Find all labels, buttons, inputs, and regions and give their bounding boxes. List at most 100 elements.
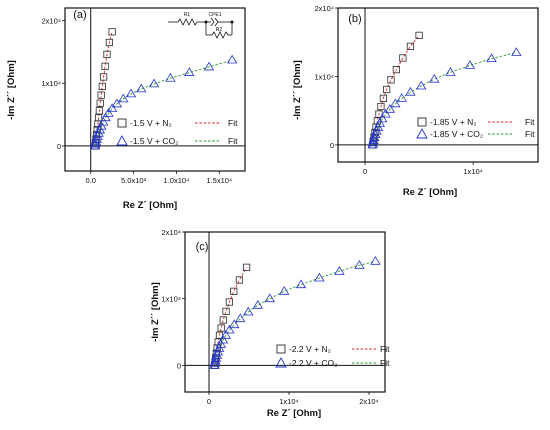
data-point <box>210 355 221 365</box>
x-axis-label: Re Z´ [Ohm] <box>267 408 321 419</box>
series-co2 <box>367 47 522 149</box>
legend-square-marker <box>417 117 427 127</box>
data-point <box>399 54 407 62</box>
data-point <box>383 85 391 94</box>
data-point <box>406 42 415 50</box>
data-point <box>377 102 385 111</box>
plot-frame <box>64 7 246 172</box>
chart-panel-2: 0 1x10⁴ 0 1x10⁴ 2x10⁴ Re Z´ [Ohm] -Im Z´´ [Ohm… <box>292 4 539 198</box>
data-point <box>225 298 233 306</box>
series-n2 <box>210 263 251 369</box>
data-point <box>226 54 238 64</box>
data-point <box>415 31 423 39</box>
y-tick-label: 2x10⁴ <box>42 17 62 26</box>
data-point <box>95 114 103 122</box>
data-point <box>98 82 106 90</box>
fit-line <box>372 52 517 145</box>
x-tick-label: 2x10⁴ <box>359 397 379 406</box>
data-point <box>203 61 215 71</box>
data-point <box>111 98 123 108</box>
data-point <box>96 99 104 107</box>
data-point <box>511 47 522 56</box>
data-point <box>384 104 396 113</box>
series-co2 <box>209 256 381 369</box>
data-point <box>234 313 246 323</box>
data-point <box>148 78 160 88</box>
data-point <box>464 60 476 69</box>
data-point <box>334 266 345 275</box>
legend-triangle-marker <box>116 135 128 146</box>
data-point <box>99 73 108 81</box>
legend: -1.5 V + N₂ Fit -1.5 V + CO₂ Fit <box>116 118 238 146</box>
data-point <box>235 276 243 284</box>
fit-line <box>94 59 233 146</box>
data-point <box>184 67 195 76</box>
equivalent-circuit-diagram: R1 CPE1 R2 <box>168 12 234 39</box>
plot-frame <box>337 7 539 163</box>
y-tick-label: 0 <box>177 361 181 370</box>
data-point <box>264 293 276 303</box>
data-point <box>387 76 395 84</box>
x-tick-label: 1.0x10⁴ <box>164 176 190 185</box>
data-point <box>215 339 227 348</box>
x-tick-label: 1x10⁴ <box>279 397 299 406</box>
data-point <box>374 118 386 127</box>
circuit-label-r1: R1 <box>184 12 191 18</box>
resistor-r1-icon <box>177 18 198 26</box>
x-tick-label: 0.0 <box>85 176 95 185</box>
data-point <box>108 28 116 36</box>
circuit-label-cpe1: CPE1 <box>208 12 221 18</box>
y-tick-label: 0 <box>57 142 61 151</box>
x-tick-label: 1x10⁴ <box>463 167 483 176</box>
legend-triangle-marker <box>275 357 287 368</box>
data-point <box>100 112 111 122</box>
data-point <box>377 113 388 123</box>
data-point <box>125 88 137 98</box>
legend-series-label: -1.5 V + N₂ <box>130 118 172 128</box>
data-point <box>278 286 290 295</box>
x-tick-label: 1.5x10⁴ <box>206 176 232 185</box>
data-point <box>103 50 111 58</box>
panel-label: (b) <box>348 13 361 25</box>
data-point <box>369 132 380 142</box>
x-axis-label: Re Z´ [Ohm] <box>403 187 457 198</box>
fit-line <box>214 260 376 366</box>
cpe-element-icon <box>210 17 219 27</box>
series-co2 <box>89 54 238 150</box>
data-point <box>379 94 388 102</box>
x-tick-label: 0 <box>207 397 211 406</box>
data-point <box>380 108 391 118</box>
x-tick-label: 0 <box>363 167 367 176</box>
data-point <box>445 67 456 76</box>
data-point <box>118 93 129 103</box>
legend-fit-label: Fit <box>228 118 238 128</box>
y-axis-label: -Im Z´´ [Ohm] <box>150 282 161 342</box>
data-point <box>405 86 416 96</box>
legend-series-label: -1.5 V + CO₂ <box>130 136 178 146</box>
plot-frame <box>184 231 386 393</box>
legend-fit-label: Fit <box>380 358 390 368</box>
data-point <box>91 134 102 143</box>
y-tick-label: 2x10⁴ <box>315 4 335 13</box>
data-point <box>90 136 102 146</box>
data-point <box>224 324 235 334</box>
data-point <box>242 263 251 271</box>
data-point <box>92 131 103 140</box>
legend: -2.2 V + N₂ Fit -2.2 V + CO₂ Fit <box>275 344 390 368</box>
legend-fit-label: Fit <box>525 117 535 127</box>
y-axis-label: -Im Z´´ [Ohm] <box>292 60 303 120</box>
data-point <box>228 319 240 329</box>
legend-series-label: -2.2 V + CO₂ <box>289 358 337 368</box>
chart-panel-1: 0.0 5.0x10³ 1.0x10⁴ 1.5x10⁴ 0 1x10⁴ 2x10⁴ Re Z´… <box>6 7 246 211</box>
data-point <box>219 316 227 324</box>
legend-series-label: -2.2 V + N₂ <box>289 344 331 354</box>
fit-line <box>94 31 113 146</box>
data-point <box>210 353 222 362</box>
data-point <box>101 62 109 70</box>
y-tick-label: 1x10⁴ <box>42 79 62 88</box>
y-axis-label: -Im Z´´ [Ohm] <box>6 60 17 120</box>
y-tick-label: 1x10⁴ <box>315 72 335 81</box>
data-point <box>97 91 105 99</box>
chart-panel-3: 0 1x10⁴ 2x10⁴ 0 1x10⁴ 2x10⁴ Re Z´ [Ohm] -Im Z´´… <box>150 228 390 419</box>
x-axis-label: Re Z´ [Ohm] <box>123 200 177 211</box>
